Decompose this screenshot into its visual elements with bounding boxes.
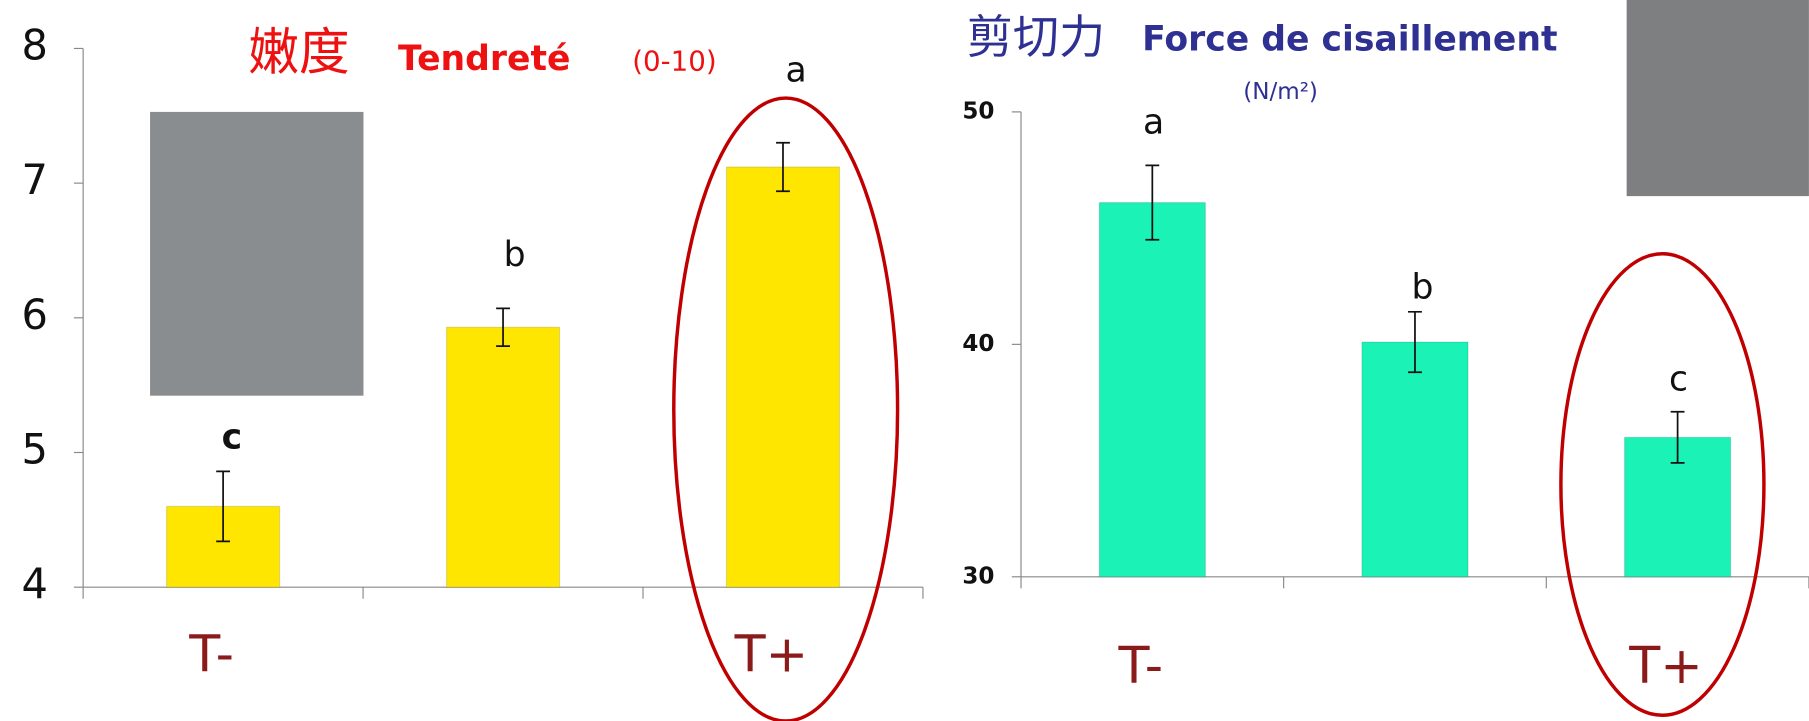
chart-title: 嫩度: [248, 22, 350, 81]
significance-letter: b: [1411, 267, 1433, 307]
error-bar: [1145, 164, 1160, 241]
x-tick-label: T+: [1628, 636, 1703, 695]
photo-placeholder: [1626, 0, 1809, 197]
significance-letter: a: [785, 51, 806, 91]
unit-label: (0-10): [632, 44, 716, 77]
error-bar: [776, 141, 790, 193]
error-bar: [1670, 410, 1685, 464]
y-tick-label: 30: [962, 563, 994, 589]
highlight-ellipse: [672, 96, 900, 721]
highlight-ellipse: [1559, 252, 1766, 717]
bar: [725, 166, 841, 588]
significance-letter: c: [222, 417, 243, 457]
photo-placeholder: [150, 111, 364, 396]
significance-letter: b: [504, 235, 526, 275]
y-tick-label: 7: [21, 155, 47, 204]
y-tick-label: 6: [21, 290, 47, 339]
bar: [445, 326, 561, 588]
y-tick-label: 5: [21, 424, 47, 473]
y-tick-label: 8: [21, 20, 47, 69]
chart-subtitle: Force de cisaillement: [1142, 19, 1557, 59]
significance-letter: a: [1143, 102, 1164, 142]
x-tick-label: T-: [1117, 636, 1163, 695]
y-tick-label: 4: [21, 559, 47, 608]
x-tick-label: T-: [188, 625, 234, 684]
significance-letter: c: [1669, 360, 1688, 400]
y-tick-label: 50: [962, 98, 994, 124]
bar: [1098, 201, 1206, 578]
bar: [1361, 341, 1469, 578]
chart-title: 剪切力: [967, 10, 1105, 64]
error-bar: [1408, 310, 1422, 374]
x-tick-label: T+: [734, 625, 809, 684]
chart-subtitle: Tendreté: [398, 39, 570, 79]
unit-label: (N/m²): [1243, 79, 1318, 105]
error-bar: [216, 470, 231, 543]
error-bar: [496, 307, 510, 347]
y-tick-label: 40: [962, 331, 994, 357]
